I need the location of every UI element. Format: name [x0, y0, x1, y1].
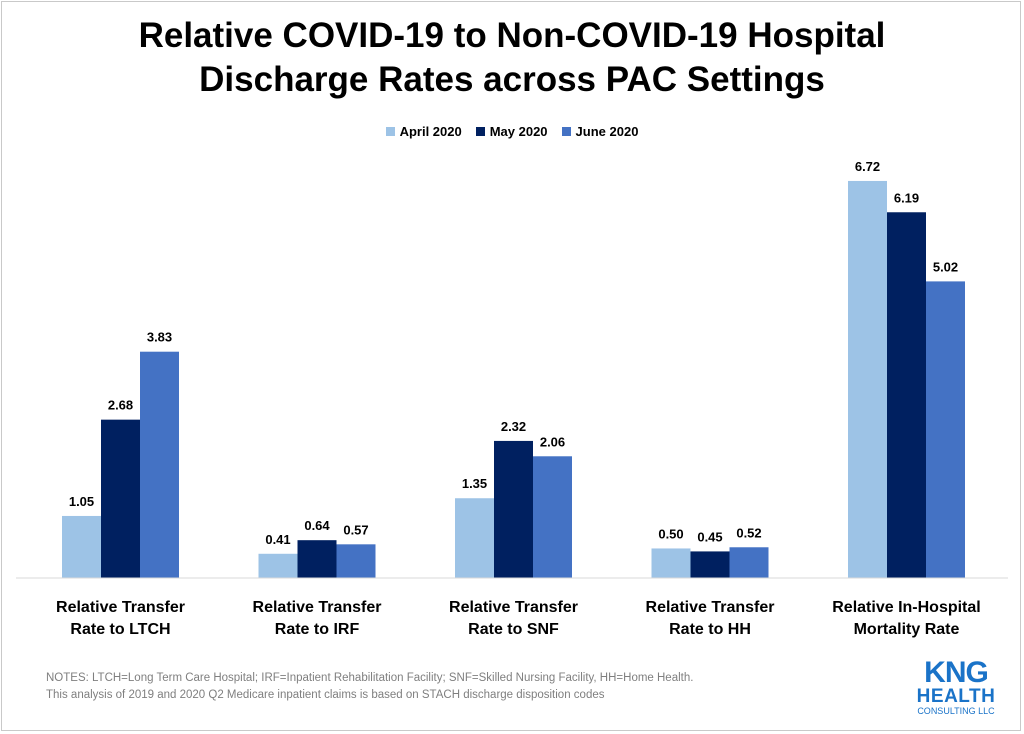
data-label-4-2: 5.02	[933, 259, 958, 274]
notes-line-1: NOTES: LTCH=Long Term Care Hospital; IRF…	[46, 672, 694, 684]
data-label-1-2: 0.57	[343, 522, 368, 537]
logo-consulting-text: CONSULTING LLC	[917, 706, 995, 716]
legend-swatch-2	[561, 127, 571, 136]
legend-item-2: June 2020	[561, 124, 639, 139]
bar-3-0	[651, 548, 691, 578]
bar-1-2	[336, 544, 376, 578]
category-label-0-0: Relative Transfer	[56, 599, 185, 616]
data-label-2-1: 2.32	[501, 419, 526, 434]
logo-kng-text: KNG	[924, 656, 988, 689]
bar-2-2	[533, 456, 572, 578]
chart-legend: April 2020 May 2020 June 2020	[0, 124, 1024, 139]
bar-3-1	[690, 551, 730, 578]
category-label-3-0: Relative Transfer	[646, 599, 775, 616]
category-label-1-1: Rate to IRF	[275, 621, 360, 638]
data-label-3-1: 0.45	[697, 529, 722, 544]
data-label-0-0: 1.05	[69, 494, 94, 509]
bar-0-2	[140, 351, 179, 578]
kng-health-logo: KNG HEALTH CONSULTING LLC	[917, 656, 996, 716]
data-label-2-0: 1.35	[462, 476, 487, 491]
chart-title: Relative COVID-19 to Non-COVID-19 Hospit…	[0, 14, 1024, 102]
legend-item-0: April 2020	[385, 124, 462, 139]
category-label-2-0: Relative Transfer	[449, 599, 578, 616]
category-label-3-1: Rate to HH	[669, 621, 751, 638]
data-label-2-2: 2.06	[540, 434, 565, 449]
bar-4-1	[887, 212, 926, 578]
data-label-1-1: 0.64	[304, 518, 330, 533]
data-label-4-0: 6.72	[855, 159, 880, 174]
notes-line-2: This analysis of 2019 and 2020 Q2 Medica…	[46, 689, 605, 701]
category-label-4-1: Mortality Rate	[854, 621, 960, 638]
logo-health-text: HEALTH	[917, 686, 996, 707]
bar-2-0	[455, 498, 494, 578]
legend-label-2: June 2020	[575, 124, 639, 139]
title-line-2: Discharge Rates across PAC Settings	[199, 60, 825, 99]
legend-swatch-0	[385, 127, 395, 136]
data-label-0-2: 3.83	[147, 330, 172, 345]
category-label-1-0: Relative Transfer	[253, 599, 382, 616]
data-label-3-0: 0.50	[658, 526, 683, 541]
chart-notes: NOTES: LTCH=Long Term Care Hospital; IRF…	[46, 670, 866, 704]
legend-swatch-1	[475, 127, 485, 136]
data-label-3-2: 0.52	[736, 525, 761, 540]
bar-0-0	[62, 515, 101, 578]
bar-3-2	[729, 547, 769, 578]
bar-4-2	[926, 281, 965, 578]
data-label-4-1: 6.19	[894, 190, 919, 205]
category-label-2-1: Rate to SNF	[468, 621, 559, 638]
bar-1-0	[258, 553, 298, 578]
legend-label-1: May 2020	[489, 124, 548, 139]
category-label-4-0: Relative In-Hospital	[832, 599, 980, 616]
legend-item-1: May 2020	[475, 124, 548, 139]
bar-2-1	[494, 440, 533, 578]
legend-label-0: April 2020	[399, 124, 462, 139]
bar-1-1	[297, 540, 337, 578]
bar-4-0	[848, 180, 887, 578]
category-label-0-1: Rate to LTCH	[70, 621, 170, 638]
data-label-0-1: 2.68	[108, 398, 133, 413]
bar-0-1	[101, 419, 140, 578]
data-label-1-0: 0.41	[265, 532, 290, 547]
title-line-1: Relative COVID-19 to Non-COVID-19 Hospit…	[138, 16, 886, 55]
